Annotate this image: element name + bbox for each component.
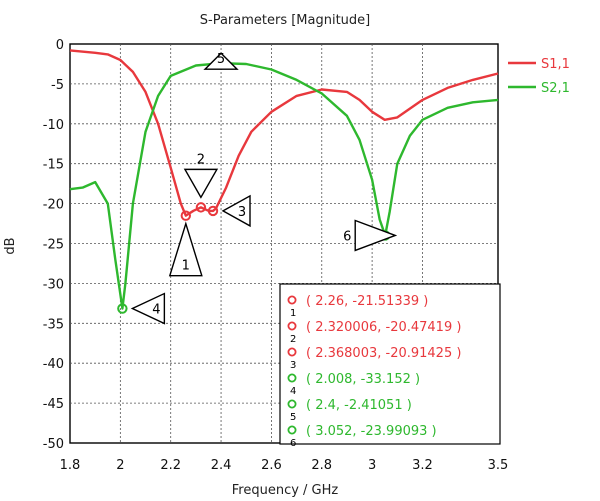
readout-id-3: 3 (290, 360, 296, 371)
readout-dot-6 (287, 425, 297, 435)
y-tick-label: -15 (43, 158, 64, 173)
y-tick-label: -45 (43, 397, 64, 412)
x-tick-label: 2.8 (311, 458, 332, 473)
x-axis-label: Frequency / GHz (232, 483, 339, 498)
readout-label-3: ( 2.368003, -20.91425 ) (306, 346, 461, 361)
marker-box-frame (279, 283, 501, 445)
callout-number-5: 5 (217, 52, 225, 67)
callout-number-2: 2 (197, 152, 205, 167)
callout-pointer-5 (203, 52, 239, 70)
callout-number-4: 4 (152, 303, 160, 318)
readout-id-4: 4 (290, 386, 296, 397)
marker-callouts: 1 2 3 4 5 6 (130, 52, 398, 325)
x-tick-label: 3.2 (412, 458, 433, 473)
x-tick-label: 2.6 (261, 458, 282, 473)
marker-point-2 (195, 202, 207, 213)
marker-callout-1: 1 (168, 221, 203, 277)
legend-label-1: S1,1 (541, 57, 570, 72)
y-tick-label: -40 (43, 357, 64, 372)
x-tick-label: 2.4 (211, 458, 232, 473)
axis-ticks: 0 -5 -10 -15 -20 -25 -30 -35 -40 -45 -50 1.8 2 2.2 2.4… (43, 38, 509, 473)
callout-pointer-3 (221, 194, 251, 228)
readout-id-2: 2 (290, 334, 296, 345)
marker-callout-3: 3 (221, 194, 251, 228)
readout-label-1: ( 2.26, -21.51339 ) (306, 294, 428, 309)
x-tick-label: 3.5 (488, 458, 509, 473)
y-tick-label: -5 (51, 78, 64, 93)
callout-number-1: 1 (182, 259, 190, 274)
callout-number-6: 6 (343, 229, 351, 244)
y-tick-label: -25 (43, 238, 64, 253)
callout-number-3: 3 (238, 205, 246, 220)
readout-id-1: 1 (290, 308, 296, 319)
marker-callout-5: 5 (203, 52, 239, 70)
readout-label-2: ( 2.320006, -20.47419 ) (306, 320, 461, 335)
x-tick-label: 2 (116, 458, 124, 473)
series-line-1 (69, 49, 499, 217)
readout-label-4: ( 2.008, -33.152 ) (306, 372, 420, 387)
readout-dot-3 (287, 347, 297, 357)
y-tick-label: -10 (43, 118, 64, 133)
y-tick-label: -20 (43, 198, 64, 213)
readout-id-5: 5 (290, 412, 296, 423)
y-axis-label: dB (3, 237, 18, 254)
callout-pointer-4 (130, 292, 166, 325)
readout-label-6: ( 3.052, -23.99093 ) (306, 424, 437, 439)
x-tick-label: 2.2 (160, 458, 181, 473)
marker-point-3 (207, 205, 219, 217)
callout-pointer-2 (183, 168, 219, 199)
marker-callout-2: 2 (183, 152, 219, 199)
marker-callout-6: 6 (343, 219, 398, 252)
callout-pointer-1 (168, 221, 203, 277)
y-tick-label: -35 (43, 317, 64, 332)
chart-title: S-Parameters [Magnitude] (200, 13, 371, 28)
callout-pointer-6 (354, 219, 398, 252)
y-tick-label: -50 (43, 437, 64, 452)
marker-readout-box: 1 ( 2.26, -21.51339 ) 2 ( 2.320006, -20.474… (279, 283, 501, 449)
y-tick-label: -30 (43, 277, 64, 292)
y-tick-label: 0 (56, 38, 64, 53)
marker-callout-4: 4 (130, 292, 166, 325)
legend: S1,1 S2,1 (508, 57, 570, 96)
series-line-2 (69, 62, 499, 310)
marker-point-4 (117, 303, 128, 314)
readout-id-6: 6 (290, 438, 296, 449)
readout-label-5: ( 2.4, -2.41051 ) (306, 398, 412, 413)
readout-dot-5 (287, 399, 297, 409)
x-tick-label: 3 (368, 458, 376, 473)
readout-dot-2 (287, 321, 297, 331)
marker-point-1 (180, 210, 192, 221)
legend-label-2: S2,1 (541, 81, 570, 96)
readout-dot-4 (287, 373, 297, 383)
readout-dot-1 (287, 295, 297, 305)
x-tick-label: 1.8 (60, 458, 81, 473)
series-lines (69, 49, 499, 310)
